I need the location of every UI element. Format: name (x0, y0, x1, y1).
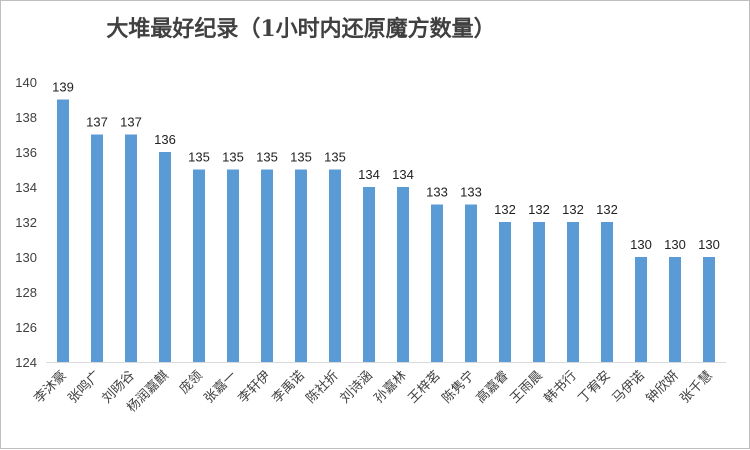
y-tick-label: 136 (15, 145, 37, 160)
bar (57, 99, 69, 362)
category-label: 高嘉睿 (473, 368, 512, 407)
bar (601, 222, 613, 362)
bar (295, 169, 307, 362)
category-label: 庞领 (176, 368, 206, 398)
bar (669, 257, 681, 362)
data-label: 135 (222, 150, 244, 165)
bar (193, 169, 205, 362)
data-label: 136 (154, 132, 176, 147)
data-label: 133 (460, 185, 482, 200)
bar (635, 257, 647, 362)
category-label: 丁宥安 (575, 368, 614, 407)
data-label: 132 (494, 202, 516, 217)
bar (261, 169, 273, 362)
category-label: 孙嘉林 (372, 368, 410, 406)
category-label: 韩书行 (542, 368, 580, 406)
bar (329, 169, 341, 362)
category-label: 陈隽宁 (439, 368, 478, 407)
bar (363, 187, 375, 362)
bar (499, 222, 511, 362)
chart-title: 大堆最好纪录（1小时内还原魔方数量） (106, 16, 496, 42)
data-label: 134 (392, 167, 414, 182)
category-label: 李轩伊 (236, 368, 274, 406)
bar (465, 204, 477, 362)
category-label: 李禹诺 (270, 368, 308, 406)
category-label: 钟欣妍 (643, 368, 682, 407)
bar (227, 169, 239, 362)
data-label: 135 (256, 150, 278, 165)
y-tick-label: 132 (15, 215, 37, 230)
bar (91, 134, 103, 362)
data-label: 130 (664, 237, 686, 252)
category-label: 王雨晨 (508, 368, 546, 406)
bar (159, 152, 171, 362)
data-label: 132 (596, 202, 618, 217)
data-label: 132 (562, 202, 584, 217)
y-tick-label: 126 (15, 320, 37, 335)
category-label: 张千慧 (677, 368, 716, 407)
category-label: 张嘉一 (202, 368, 240, 406)
data-label: 130 (630, 237, 652, 252)
bar (567, 222, 579, 362)
category-label: 张鸣广 (65, 368, 104, 407)
category-label: 陈社折 (303, 368, 342, 407)
y-tick-label: 138 (15, 110, 37, 125)
category-label: 王梓茗 (406, 368, 444, 406)
data-label: 135 (188, 150, 210, 165)
data-label: 135 (290, 150, 312, 165)
data-label: 139 (52, 80, 74, 95)
data-label: 135 (324, 150, 346, 165)
y-tick-label: 128 (15, 285, 37, 300)
y-tick-label: 140 (15, 75, 37, 90)
data-label: 132 (528, 202, 550, 217)
category-label: 马伊诺 (610, 368, 648, 406)
data-label: 133 (426, 185, 448, 200)
bar (703, 257, 715, 362)
bar (533, 222, 545, 362)
bar (431, 204, 443, 362)
y-tick-label: 130 (15, 250, 37, 265)
data-label: 137 (120, 115, 142, 130)
y-tick-label: 134 (15, 180, 37, 195)
data-label: 134 (358, 167, 380, 182)
y-tick-label: 124 (15, 355, 37, 370)
category-label: 刘诗涵 (338, 368, 376, 406)
category-label: 李沐豪 (31, 368, 70, 407)
bar (397, 187, 409, 362)
data-label: 130 (698, 237, 720, 252)
bar (125, 134, 137, 362)
data-label: 137 (86, 115, 108, 130)
